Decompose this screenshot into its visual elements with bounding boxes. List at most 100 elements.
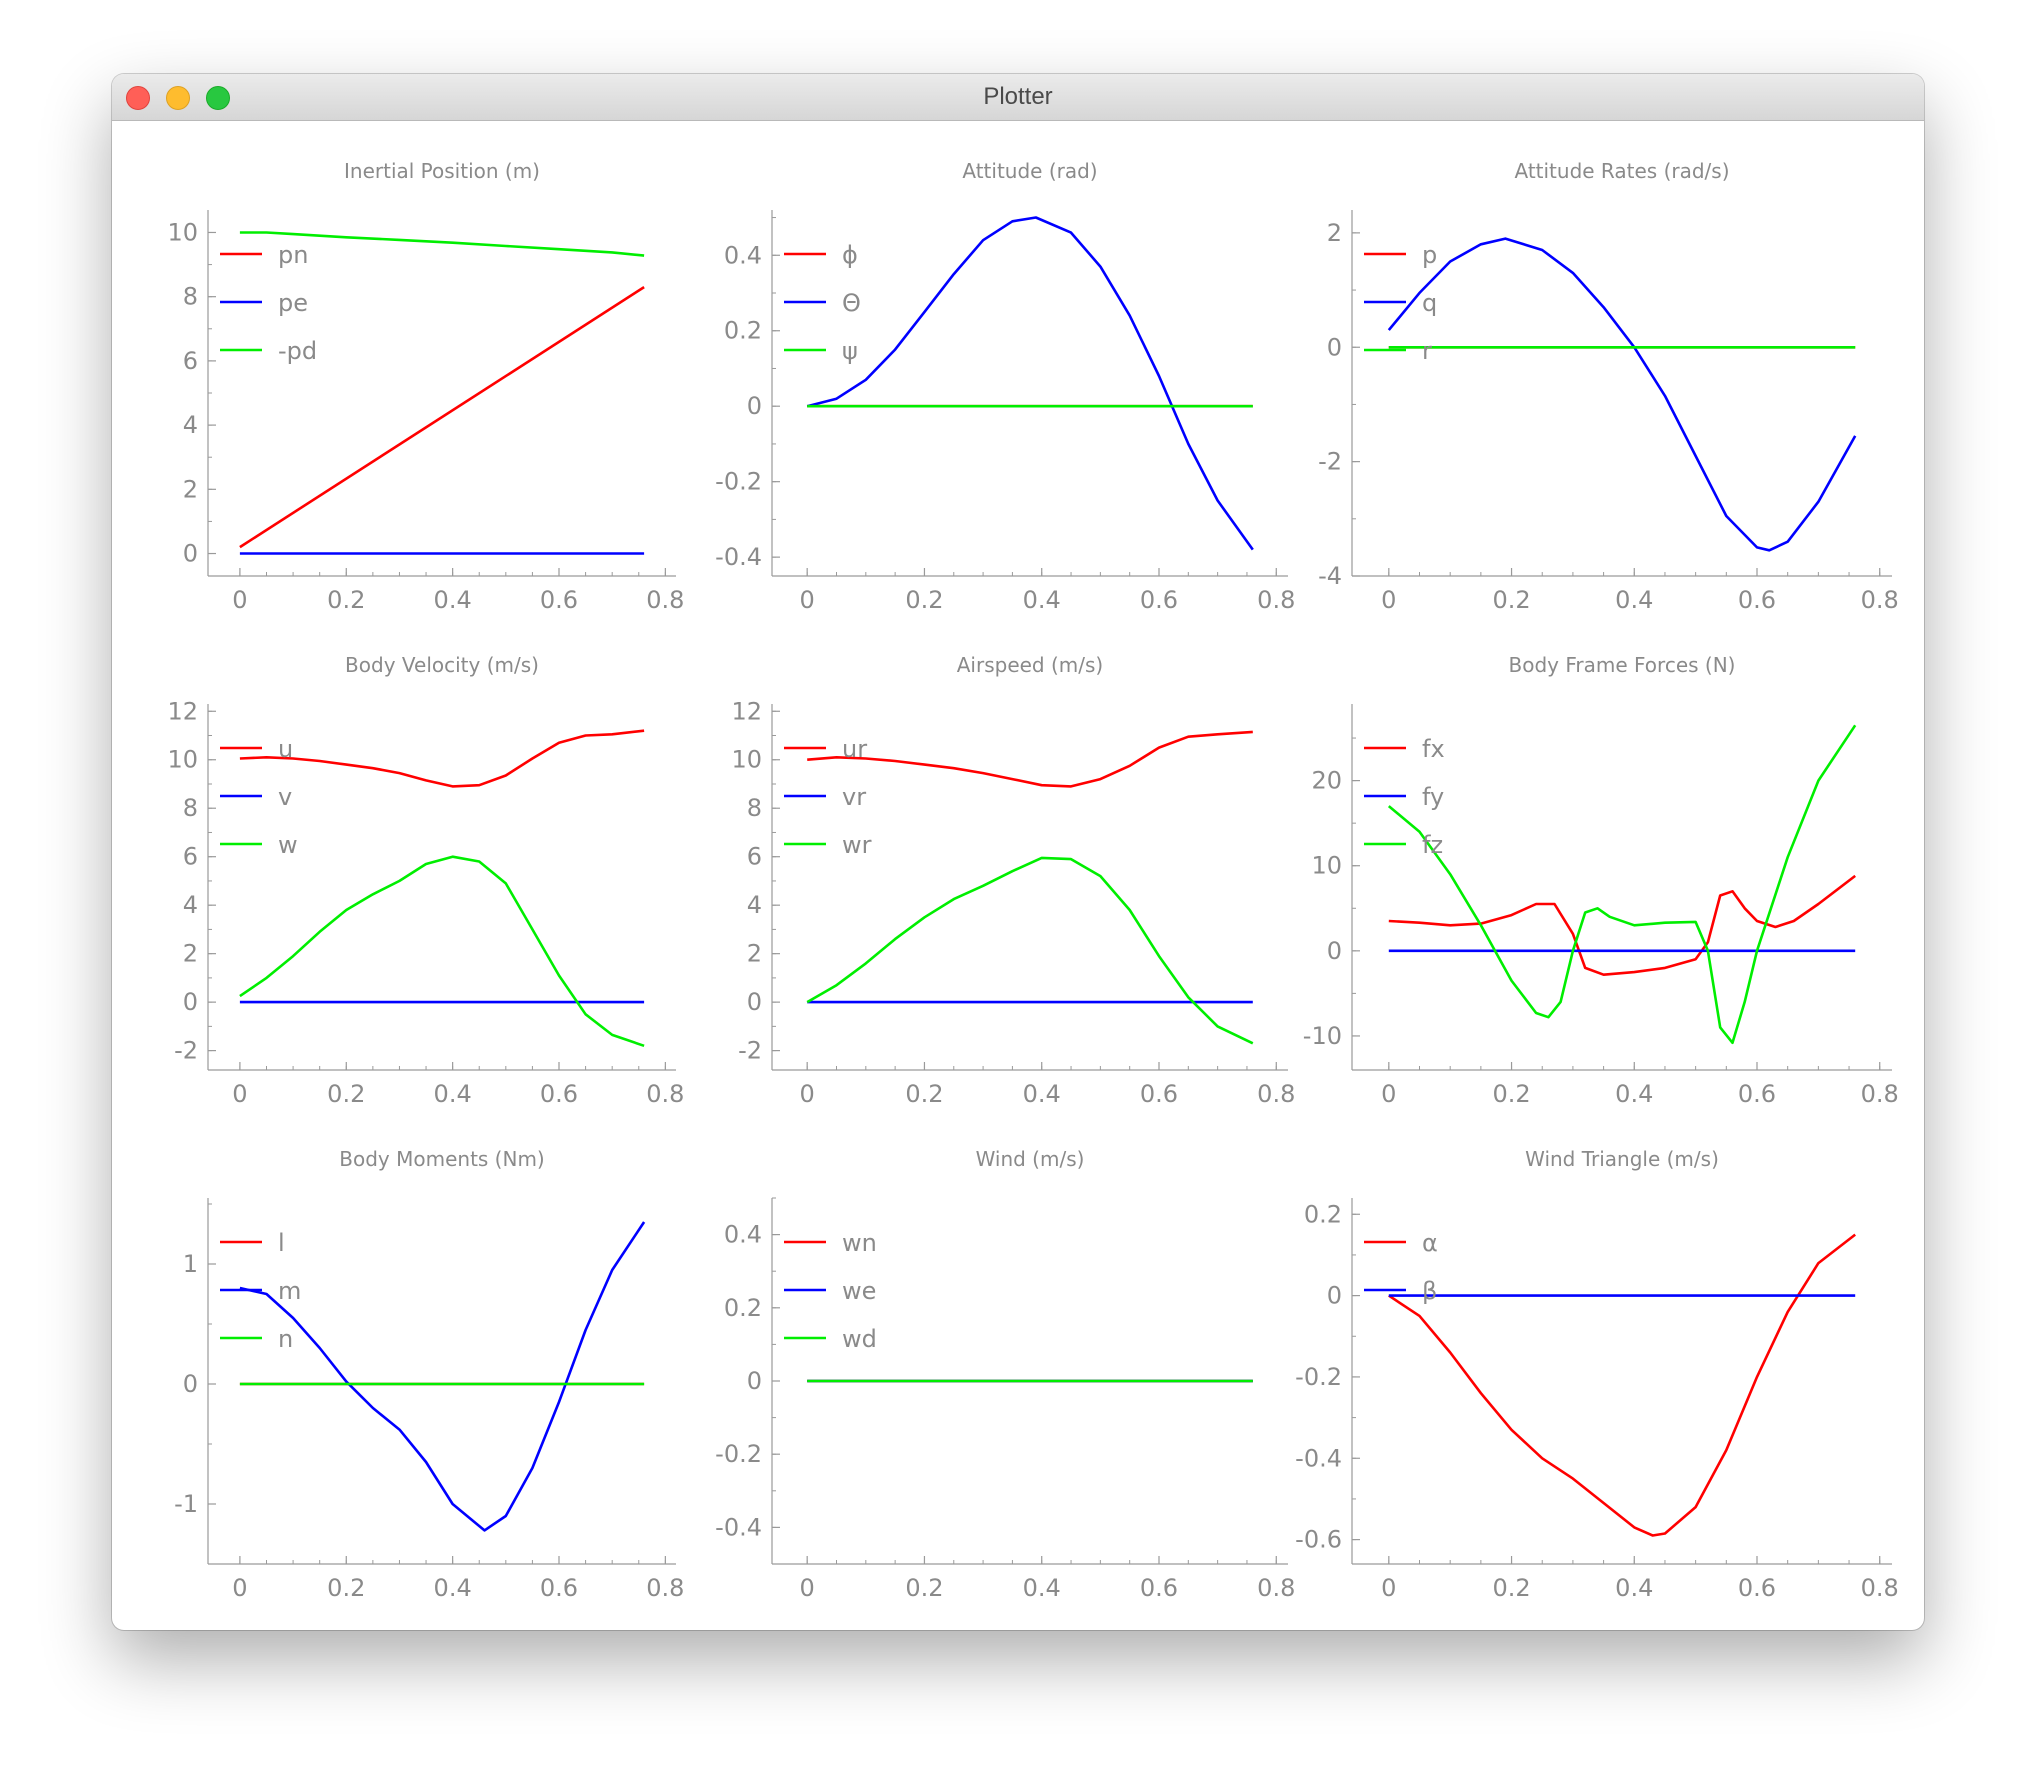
chart-title: Wind Triangle (m/s) (1525, 1147, 1719, 1171)
legend-label: r (1422, 337, 1432, 365)
legend-label: fz (1422, 831, 1443, 859)
legend-label: pe (278, 289, 308, 317)
x-tick-label: 0.2 (327, 1080, 365, 1108)
legend-label: we (842, 1277, 876, 1305)
y-tick-label: 0 (183, 1370, 198, 1398)
y-tick-label: 0 (183, 988, 198, 1016)
legend-label: β (1422, 1277, 1437, 1305)
close-button[interactable] (126, 86, 150, 110)
x-tick-label: 0.8 (1257, 1574, 1295, 1602)
y-tick-label: 8 (747, 794, 762, 822)
chart-title: Wind (m/s) (976, 1147, 1085, 1171)
chart-title: Body Moments (Nm) (339, 1147, 544, 1171)
legend-label: ψ (842, 337, 858, 365)
y-tick-label: 2 (1327, 219, 1342, 247)
series-line--pd (239, 231, 645, 257)
legend-label: vr (842, 783, 866, 811)
x-tick-label: 0.8 (646, 586, 684, 614)
y-tick-label: -1 (174, 1490, 198, 1518)
x-tick-label: 0.2 (1492, 1574, 1530, 1602)
x-tick-label: 0.2 (1492, 586, 1530, 614)
legend-label: u (278, 735, 293, 763)
x-tick-label: 0.8 (1257, 586, 1295, 614)
y-tick-label: 2 (183, 940, 198, 968)
x-tick-label: 0.4 (1023, 586, 1061, 614)
y-tick-label: -0.2 (1295, 1363, 1342, 1391)
plotter-window: Plotter Inertial Position (m) 0 0.2 0.4 0.6 0… (112, 74, 1924, 1630)
chart-title: Body Velocity (m/s) (345, 653, 539, 677)
y-tick-label: 10 (167, 218, 198, 246)
series-line-m (239, 1221, 646, 1532)
window-title: Plotter (983, 83, 1053, 110)
y-tick-label: 4 (747, 891, 762, 919)
x-tick-label: 0.2 (327, 1574, 365, 1602)
x-tick-label: 0 (232, 1080, 247, 1108)
y-tick-label: 0 (1327, 333, 1342, 361)
title-bar[interactable]: Plotter (112, 74, 1924, 121)
x-tick-label: 0.6 (1738, 1080, 1776, 1108)
x-tick-label: 0.6 (1738, 1574, 1776, 1602)
legend-label: wd (842, 1325, 877, 1353)
x-tick-label: 0.6 (1140, 586, 1178, 614)
y-tick-label: -0.4 (715, 1513, 762, 1541)
legend-label: pn (278, 241, 308, 269)
legend-label: -pd (278, 337, 317, 365)
chart-3: Attitude Rates (rad/s) 0 0.2 0.4 0.6 0.8 -4 -2 0… (1318, 159, 1899, 614)
y-tick-label: 6 (183, 347, 198, 375)
x-tick-label: 0 (232, 586, 247, 614)
minimize-button[interactable] (166, 86, 190, 110)
x-tick-label: 0.8 (1257, 1080, 1295, 1108)
y-tick-label: -4 (1318, 562, 1342, 590)
series-line-w (239, 855, 645, 1048)
chart-title: Body Frame Forces (N) (1509, 653, 1736, 677)
y-tick-label: 8 (183, 794, 198, 822)
chart-title: Attitude Rates (rad/s) (1514, 159, 1729, 183)
x-tick-label: 0.2 (1492, 1080, 1530, 1108)
y-tick-label: -2 (1318, 448, 1342, 476)
x-tick-label: 0.8 (1861, 1080, 1899, 1108)
x-tick-label: 0.4 (1023, 1574, 1061, 1602)
y-tick-label: 1 (183, 1250, 198, 1278)
y-tick-label: -0.2 (715, 1440, 762, 1468)
y-tick-label: 6 (747, 843, 762, 871)
x-tick-label: 0.6 (1738, 586, 1776, 614)
x-tick-label: 0.6 (1140, 1574, 1178, 1602)
x-tick-label: 0.4 (434, 1080, 472, 1108)
y-tick-label: 0 (747, 988, 762, 1016)
y-tick-label: -0.4 (1295, 1444, 1342, 1472)
chart-4: Body Velocity (m/s) 0 0.2 0.4 0.6 0.8 -2 0 2 4 6 8 1… (167, 653, 684, 1108)
legend-label: v (278, 783, 292, 811)
legend-label: wr (842, 831, 872, 859)
y-tick-label: 10 (167, 746, 198, 774)
y-tick-label: 8 (183, 283, 198, 311)
series-line-wr (806, 856, 1254, 1045)
legend-label: m (278, 1277, 301, 1305)
x-tick-label: 0.2 (327, 586, 365, 614)
y-tick-label: -2 (174, 1037, 198, 1065)
y-tick-label: 6 (183, 843, 198, 871)
legend-label: n (278, 1325, 293, 1353)
series-line-q (1387, 237, 1857, 552)
x-tick-label: 0.4 (1615, 1574, 1653, 1602)
y-tick-label: 0 (1327, 1282, 1342, 1310)
legend-label: l (278, 1229, 285, 1257)
series-line-α (1388, 1233, 1856, 1537)
y-tick-label: 0 (747, 1367, 762, 1395)
x-tick-label: 0 (800, 1574, 815, 1602)
y-tick-label: 2 (183, 475, 198, 503)
y-tick-label: 0.2 (1304, 1200, 1342, 1228)
y-tick-label: 0.4 (724, 1221, 762, 1249)
y-tick-label: 0 (1327, 937, 1342, 965)
x-tick-label: 0.4 (434, 1574, 472, 1602)
y-tick-label: 12 (167, 697, 198, 725)
zoom-button[interactable] (206, 86, 230, 110)
chart-8: Wind (m/s) 0 0.2 0.4 0.6 0.8 -0.4 -0.2 0 0.2 0.4 wn… (715, 1147, 1295, 1602)
chart-title: Airspeed (m/s) (957, 653, 1103, 677)
chart-title: Inertial Position (m) (344, 159, 540, 183)
series-line-fz (1387, 724, 1857, 1045)
x-tick-label: 0.8 (1861, 586, 1899, 614)
y-tick-label: 4 (183, 891, 198, 919)
x-tick-label: 0.6 (540, 1574, 578, 1602)
legend-label: w (278, 831, 298, 859)
x-tick-label: 0.4 (1615, 586, 1653, 614)
